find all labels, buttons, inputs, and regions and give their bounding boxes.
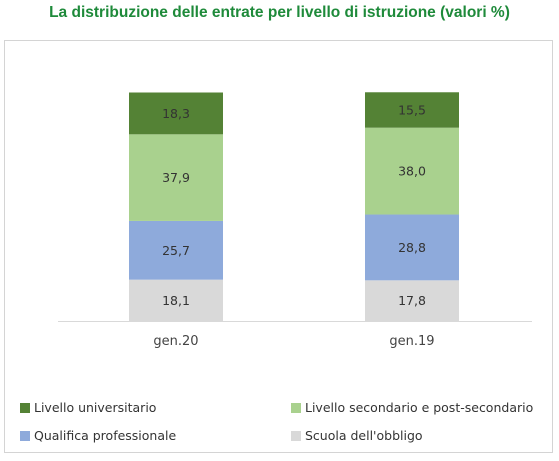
bar-segment	[365, 92, 459, 128]
legend-label: Livello secondario e post-secondario	[305, 400, 534, 415]
legend-label: Qualifica professionale	[34, 428, 177, 443]
bar-segment	[129, 220, 223, 280]
data-label: 25,7	[162, 243, 190, 258]
legend-swatch	[291, 430, 301, 441]
bar-segment	[365, 127, 459, 215]
data-label: 18,3	[162, 106, 190, 121]
bar-segment	[365, 214, 459, 281]
data-label: 15,5	[398, 102, 426, 117]
legend-item-qualifica-professionale: Qualifica professionale	[20, 428, 176, 443]
data-label: 17,8	[398, 293, 426, 308]
legend-label: Scuola dell'obbligo	[305, 428, 423, 443]
legend-item-livello-secondario: Livello secondario e post-secondario	[291, 400, 533, 415]
bar-segment	[129, 279, 223, 321]
legend-label: Livello universitario	[34, 400, 157, 415]
data-label: 37,9	[162, 170, 190, 185]
bar-segment	[129, 92, 223, 135]
bar-segment	[365, 280, 459, 321]
x-tick-label: gen.20	[153, 334, 198, 349]
x-tick-label: gen.19	[389, 334, 434, 349]
legend-item-scuola-obbligo: Scuola dell'obbligo	[291, 428, 423, 443]
data-label: 18,1	[162, 293, 190, 308]
bar-segment	[129, 134, 223, 221]
data-label: 28,8	[398, 240, 426, 255]
legend-swatch	[291, 402, 301, 413]
legend-swatch	[20, 430, 30, 441]
legend-swatch	[20, 402, 30, 413]
legend-item-livello-universitario: Livello universitario	[20, 400, 156, 415]
chart-title: La distribuzione delle entrate per livel…	[49, 4, 510, 21]
data-label: 38,0	[398, 164, 426, 179]
chart-frame	[4, 40, 553, 453]
